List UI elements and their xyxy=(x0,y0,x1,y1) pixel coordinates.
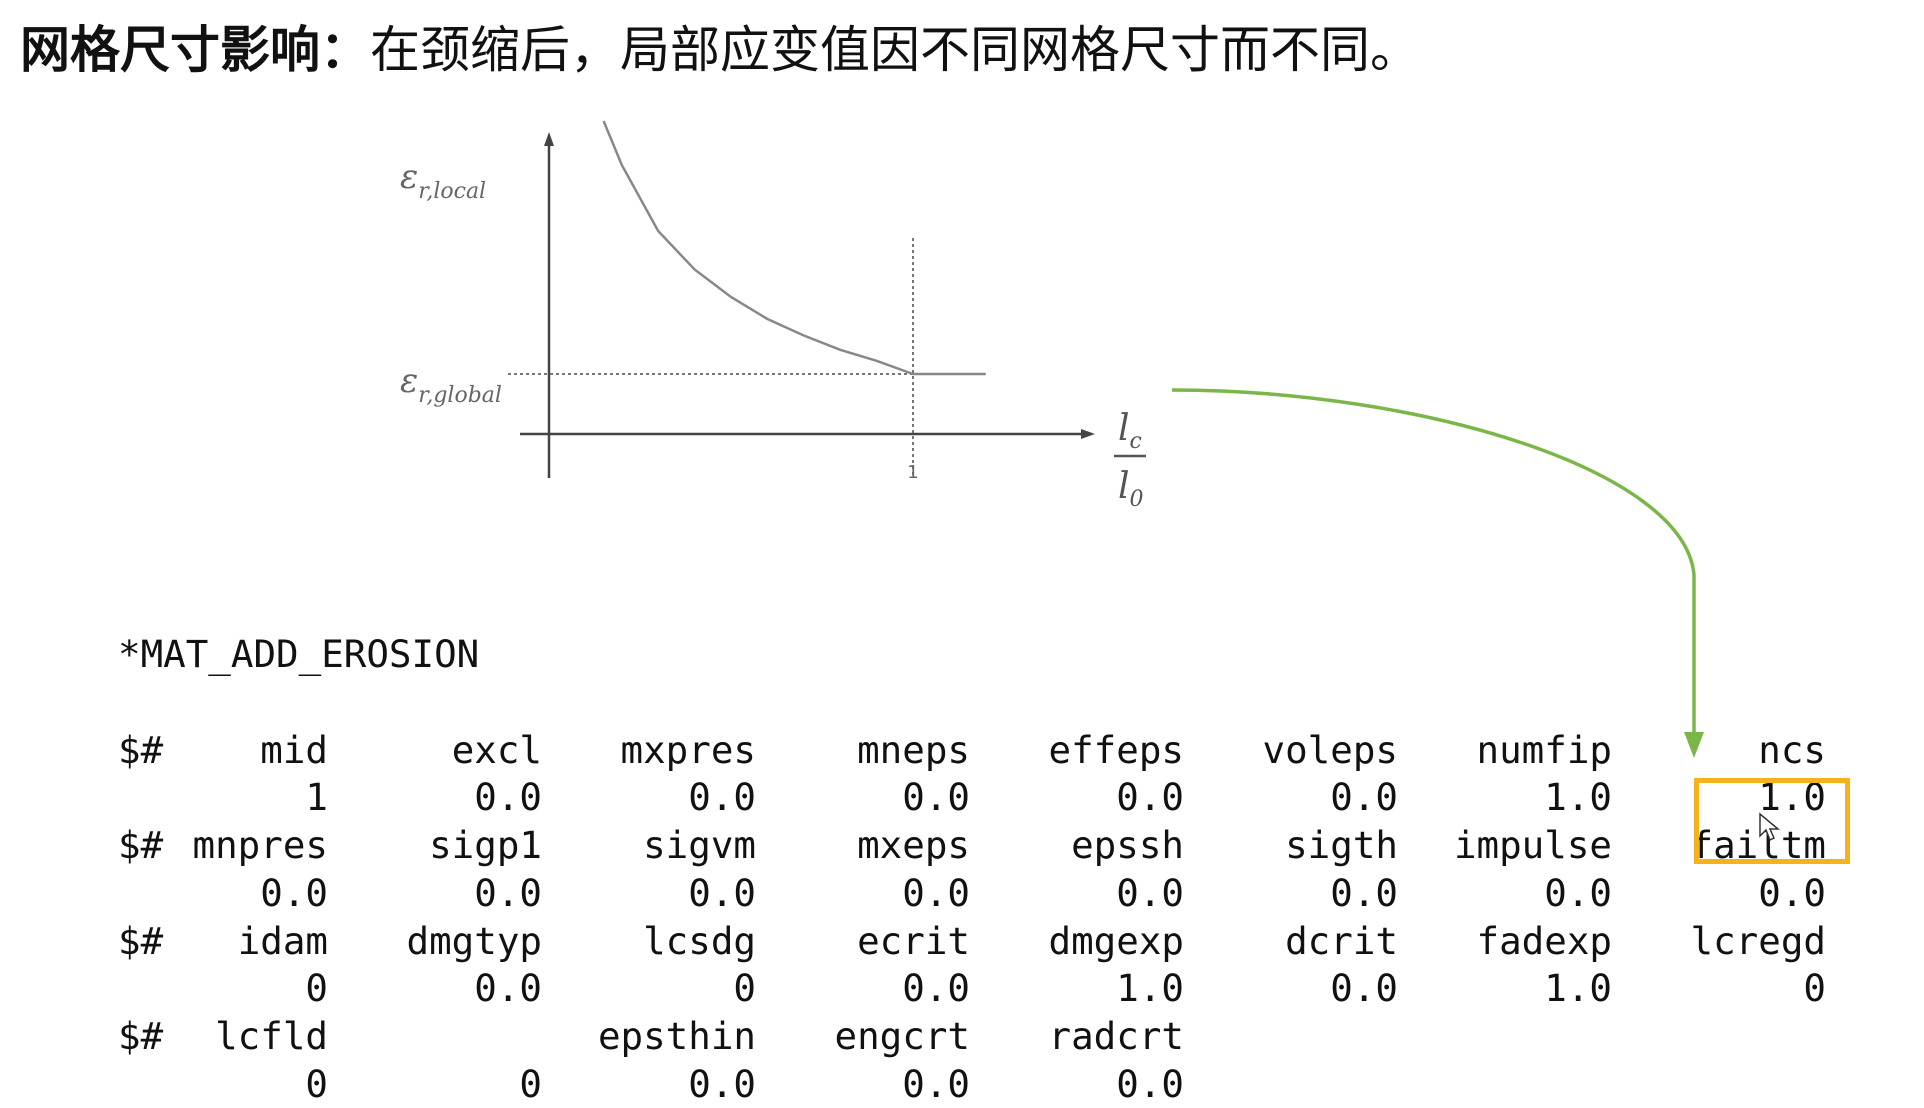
field-value-lcfld[interactable]: 0 xyxy=(305,1061,328,1106)
field-value-sigvm[interactable]: 0.0 xyxy=(688,870,756,915)
field-name-mnpres: mnpres xyxy=(192,823,328,868)
field-name-mneps: mneps xyxy=(857,727,970,772)
x-tick-1: 1 xyxy=(907,462,918,483)
comment-marker: $# xyxy=(118,918,164,963)
card-row-values: 0.0 0.0 0.0 0.0 0.0 0.0 0.0 0.0 xyxy=(118,870,1826,918)
x-label-numerator: lc xyxy=(1118,408,1142,454)
field-value-lcsdg[interactable]: 0 xyxy=(733,966,756,1011)
field-name-dmgtyp: dmgtyp xyxy=(406,918,542,963)
field-name-numfip: numfip xyxy=(1476,727,1612,772)
field-value-sigth[interactable]: 0.0 xyxy=(1330,870,1398,915)
field-value-effeps[interactable]: 0.0 xyxy=(1116,775,1184,820)
field-value-excl[interactable]: 0.0 xyxy=(474,775,542,820)
y-axis-arrowhead xyxy=(544,132,554,146)
field-value[interactable] xyxy=(1184,1061,1398,1108)
mat-add-erosion-card: *MAT_ADD_EROSION $# mid excl mxpres mneps eff… xyxy=(118,536,1826,1108)
card-header: *MAT_ADD_EROSION xyxy=(118,632,480,677)
y-label-local: εr,local xyxy=(400,157,486,204)
field-name xyxy=(1612,1013,1826,1061)
comment-marker xyxy=(118,774,188,822)
field-value-mid[interactable]: 1 xyxy=(305,775,328,820)
field-name-impulse: impulse xyxy=(1453,823,1612,868)
field-value-epssh[interactable]: 0.0 xyxy=(1116,870,1184,915)
card-row-values: 0 0.0 0 0.0 1.0 0.0 1.0 0 xyxy=(118,965,1826,1013)
lcregd-highlight-box xyxy=(1694,778,1850,864)
field-name-excl: excl xyxy=(451,727,542,772)
field-value-impulse[interactable]: 0.0 xyxy=(1544,870,1612,915)
field-value-lcregd[interactable]: 0 xyxy=(1803,966,1826,1011)
slide-title: 网格尺寸影响：在颈缩后，局部应变值因不同网格尺寸而不同。 xyxy=(20,18,1420,82)
field-name-effeps: effeps xyxy=(1048,727,1184,772)
field-name-mid: mid xyxy=(260,727,328,772)
field-value-epsthin[interactable]: 0.0 xyxy=(688,1061,756,1106)
field-value[interactable]: 0 xyxy=(519,1061,542,1106)
field-name xyxy=(1184,1013,1398,1061)
card-row-values: 1 0.0 0.0 0.0 0.0 0.0 1.0 1.0 xyxy=(118,774,1826,822)
field-value-fadexp[interactable]: 1.0 xyxy=(1544,966,1612,1011)
field-value-failtm[interactable]: 0.0 xyxy=(1758,870,1826,915)
card-row-names: $# mid excl mxpres mneps effeps voleps numfip nc… xyxy=(118,727,1826,775)
field-value-mnpres[interactable]: 0.0 xyxy=(260,870,328,915)
field-value-sigp1[interactable]: 0.0 xyxy=(474,870,542,915)
field-value-dmgtyp[interactable]: 0.0 xyxy=(474,966,542,1011)
field-name xyxy=(1398,1013,1612,1061)
annotation-arrow xyxy=(1171,388,1696,745)
field-name-epssh: epssh xyxy=(1071,823,1184,868)
comment-marker: $# xyxy=(118,1013,164,1058)
card-row-names: $# mnpres sigp1 sigvm mxeps epssh sigth impulse… xyxy=(118,822,1826,870)
title-rest: 在颈缩后，局部应变值因不同网格尺寸而不同。 xyxy=(370,21,1420,79)
field-name-dmgexp: dmgexp xyxy=(1048,918,1184,963)
field-name-idam: idam xyxy=(237,918,328,963)
field-value-ecrit[interactable]: 0.0 xyxy=(902,966,970,1011)
field-name-ncs: ncs xyxy=(1758,727,1826,772)
card-row-names: $# lcfld epsthin engcrt radcrt xyxy=(118,1013,1826,1061)
field-value-numfip[interactable]: 1.0 xyxy=(1544,775,1612,820)
field-value[interactable] xyxy=(1612,1061,1826,1108)
field-value[interactable] xyxy=(1398,1061,1612,1108)
field-name-engcrt: engcrt xyxy=(834,1013,970,1058)
field-value-engcrt[interactable]: 0.0 xyxy=(902,1061,970,1106)
field-name-ecrit: ecrit xyxy=(857,918,970,963)
title-bold-part: 网格尺寸影响： xyxy=(20,21,370,79)
comment-marker: $# xyxy=(118,823,164,868)
x-axis-arrowhead xyxy=(1081,429,1095,439)
comment-marker xyxy=(118,870,188,918)
comment-marker xyxy=(118,1061,188,1108)
local-strain-curve xyxy=(602,120,986,376)
field-name-epsthin: epsthin xyxy=(597,1013,756,1058)
field-name-dcrit: dcrit xyxy=(1285,918,1398,963)
field-name-sigp1: sigp1 xyxy=(429,823,542,868)
field-name-lcsdg: lcsdg xyxy=(643,918,756,963)
field-name-lcfld: lcfld xyxy=(215,1013,328,1058)
field-name-fadexp: fadexp xyxy=(1476,918,1612,963)
annotation-arrowhead xyxy=(1684,732,1704,758)
card-row-values: 0 0 0.0 0.0 0.0 xyxy=(118,1061,1826,1108)
field-name-mxeps: mxeps xyxy=(857,823,970,868)
comment-marker xyxy=(118,965,188,1013)
field-value-mxeps[interactable]: 0.0 xyxy=(902,870,970,915)
field-value-idam[interactable]: 0 xyxy=(305,966,328,1011)
field-name-mxpres: mxpres xyxy=(620,727,756,772)
field-name-lcregd: lcregd xyxy=(1690,918,1826,963)
y-label-global: εr,global xyxy=(400,361,502,408)
x-label-denominator: l0 xyxy=(1118,466,1144,512)
field-value-mneps[interactable]: 0.0 xyxy=(902,775,970,820)
field-value-voleps[interactable]: 0.0 xyxy=(1330,775,1398,820)
field-name xyxy=(328,1013,542,1061)
field-name-sigvm: sigvm xyxy=(643,823,756,868)
field-name-sigth: sigth xyxy=(1285,823,1398,868)
field-name-radcrt: radcrt xyxy=(1048,1013,1184,1058)
mouse-cursor-icon xyxy=(1759,812,1780,842)
field-value-dcrit[interactable]: 0.0 xyxy=(1330,966,1398,1011)
field-name-voleps: voleps xyxy=(1262,727,1398,772)
comment-marker: $# xyxy=(118,727,164,772)
field-value-dmgexp[interactable]: 1.0 xyxy=(1116,966,1184,1011)
card-row-names: $# idam dmgtyp lcsdg ecrit dmgexp dcrit fadexp l… xyxy=(118,918,1826,966)
field-value-radcrt[interactable]: 0.0 xyxy=(1116,1061,1184,1106)
field-value-mxpres[interactable]: 0.0 xyxy=(688,775,756,820)
strain-mesh-chart: εr,local εr,global 1 lc l0 xyxy=(400,120,1704,758)
